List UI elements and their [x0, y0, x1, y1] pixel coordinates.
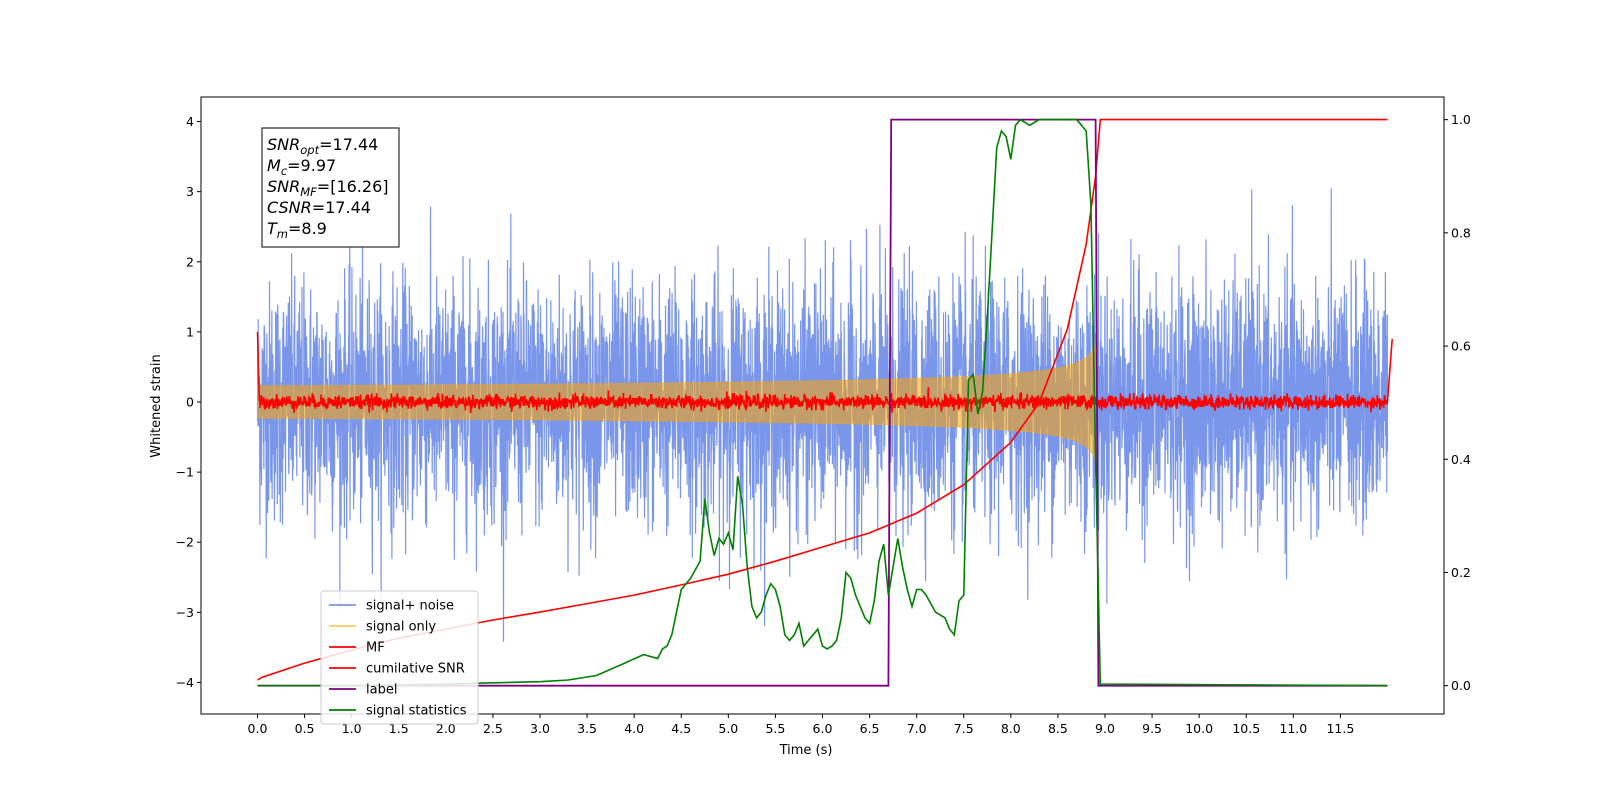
x-tick-label: 7.0 — [907, 721, 927, 736]
x-tick-label: 1.0 — [342, 721, 362, 736]
y2-tick-label: 1.0 — [1451, 112, 1471, 127]
x-tick-label: 11.5 — [1326, 721, 1354, 736]
plot-clip-group — [256, 118, 1393, 687]
x-tick-label: 2.0 — [436, 721, 456, 736]
y-axis-label: Whitened strain — [149, 354, 164, 457]
y-tick-label: 2 — [186, 254, 194, 269]
y-tick-label: 0 — [186, 394, 194, 409]
x-tick-label: 1.5 — [389, 721, 409, 736]
x-tick-label: 0.0 — [248, 721, 268, 736]
legend-entry: signal+ noise — [366, 599, 454, 614]
x-tick-label: 8.5 — [1048, 721, 1068, 736]
series-mf — [256, 331, 1393, 413]
y2-tick-label: 0.0 — [1451, 678, 1471, 693]
x-tick-label: 10.0 — [1185, 721, 1213, 736]
series-signal-statistics — [257, 118, 1388, 687]
x-tick-label: 6.5 — [860, 721, 880, 736]
y-tick-label: 3 — [186, 184, 194, 199]
x-tick-label: 10.5 — [1232, 721, 1260, 736]
y-tick-label: 1 — [186, 324, 194, 339]
y-tick-label: −1 — [176, 465, 194, 480]
annotation-line: Tm=8.9 — [267, 219, 327, 241]
x-tick-label: 4.5 — [671, 721, 691, 736]
y-tick-label: 4 — [186, 114, 194, 129]
x-axis-label: Time (s) — [779, 743, 833, 758]
annotation-line: Mc=9.97 — [267, 156, 336, 178]
y2-tick-label: 0.8 — [1451, 225, 1471, 240]
legend-frame — [320, 590, 479, 725]
legend-entry: signal statistics — [366, 704, 467, 719]
y2-tick-label: 0.6 — [1451, 339, 1471, 354]
axes: 0.0 0.5 1.0 1.5 2.0 2.5 3.0 3.5 4.0 4.5 5.0 5.5 6.0 6… — [176, 96, 1471, 736]
legend: signal+ noise signal only MF cumilative SNR… — [320, 590, 479, 725]
annotation-line: SNRMF=[16.26] — [267, 177, 389, 199]
y-tick-label: −3 — [176, 605, 194, 620]
x-tick-label: 9.5 — [1142, 721, 1162, 736]
x-tick-label: 11.0 — [1279, 721, 1307, 736]
x-tick-label: 0.5 — [295, 721, 315, 736]
x-tick-label: 2.5 — [483, 721, 503, 736]
x-tick-label: 4.0 — [624, 721, 644, 736]
x-tick-label: 5.0 — [718, 721, 738, 736]
legend-entry: signal only — [366, 620, 436, 635]
y-tick-label: −4 — [176, 675, 194, 690]
annotation-line: CSNR=17.44 — [267, 198, 371, 217]
x-tick-label: 3.0 — [530, 721, 550, 736]
legend-entry: label — [366, 683, 397, 698]
y2-tick-label: 0.4 — [1451, 452, 1471, 467]
series-label — [257, 118, 1388, 687]
y-tick-label: −2 — [176, 535, 194, 550]
x-tick-label: 9.0 — [1095, 721, 1115, 736]
annotation-frame — [261, 127, 400, 248]
legend-entry: MF — [366, 641, 385, 656]
plot-area — [256, 118, 1393, 687]
x-tick-label: 8.0 — [1001, 721, 1021, 736]
x-tick-label: 5.5 — [765, 721, 785, 736]
legend-entry: cumilative SNR — [366, 662, 465, 677]
series-signal-noise — [256, 188, 1389, 642]
annotation-box: SNRopt=17.44Mc=9.97SNRMF=[16.26]CSNR=17.… — [261, 127, 400, 248]
annotation-line: SNRopt=17.44 — [267, 135, 378, 157]
x-tick-label: 7.5 — [954, 721, 974, 736]
x-tick-label: 6.0 — [813, 721, 833, 736]
x-tick-label: 3.5 — [577, 721, 597, 736]
y2-tick-label: 0.2 — [1451, 565, 1471, 580]
